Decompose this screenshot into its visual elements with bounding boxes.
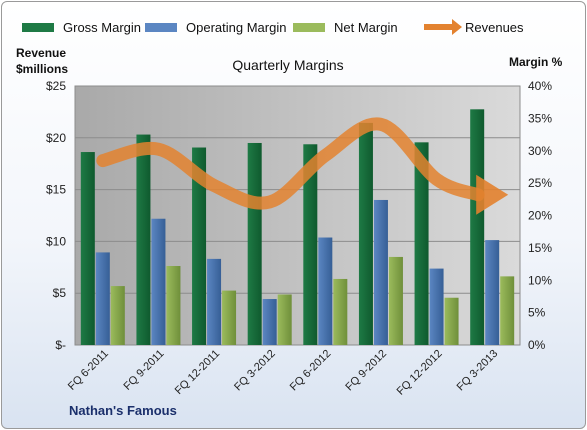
operating-margin-legend-swatch: [145, 23, 177, 32]
left-tick-label: $15: [46, 183, 66, 197]
net-margin-bar: [110, 286, 125, 345]
net-margin-bar: [444, 297, 459, 345]
revenues-arrowhead: [476, 174, 509, 215]
net-margin-bar: [222, 290, 237, 345]
operating-margin-bar: [429, 268, 444, 345]
revenues-legend-arrow: [452, 19, 462, 35]
left-tick-label: $5: [53, 286, 67, 300]
category-label: FQ 3-2013: [455, 348, 501, 394]
right-tick-label: 40%: [528, 79, 552, 93]
right-tick-label: 0%: [528, 338, 546, 352]
right-tick-label: 20%: [528, 209, 552, 223]
right-tick-label: 35%: [528, 111, 552, 125]
company-name: Nathan's Famous: [69, 403, 177, 418]
category-label: FQ 6-2012: [288, 348, 334, 394]
net-margin-bar: [388, 256, 403, 345]
category-label: FQ 6-2011: [66, 348, 111, 393]
gross-margin-bar: [192, 147, 207, 345]
category-label: FQ 12-2012: [395, 348, 445, 398]
right-tick-label: 15%: [528, 241, 552, 255]
operating-margin-bar: [262, 299, 277, 345]
gross-margin-bar: [414, 142, 429, 345]
right-tick-label: 25%: [528, 176, 552, 190]
net-margin-bar: [500, 276, 515, 345]
net-margin-legend-label: Net Margin: [334, 20, 398, 35]
category-label: FQ 12-2011: [173, 348, 222, 397]
gross-margin-legend-label: Gross Margin: [63, 20, 141, 35]
left-tick-label: $-: [55, 338, 66, 352]
right-tick-label: 5%: [528, 306, 546, 320]
category-label: FQ 3-2012: [232, 348, 278, 394]
right-tick-label: 10%: [528, 273, 552, 287]
revenues-legend-label: Revenues: [465, 20, 524, 35]
left-tick-label: $20: [46, 131, 66, 145]
gross-margin-bar: [247, 142, 262, 345]
gross-margin-bar: [358, 122, 373, 345]
gross-margin-bar: [303, 144, 318, 345]
right-tick-label: 30%: [528, 144, 552, 158]
left-tick-label: $10: [46, 234, 66, 248]
gross-margin-bar: [80, 152, 95, 345]
operating-margin-bar: [95, 252, 110, 345]
operating-margin-bar: [318, 237, 333, 345]
net-margin-legend-swatch: [293, 23, 325, 32]
chart-title: Quarterly Margins: [232, 57, 343, 73]
operating-margin-bar: [485, 240, 500, 345]
operating-margin-legend-label: Operating Margin: [186, 20, 286, 35]
left-tick-label: $25: [46, 79, 66, 93]
gross-margin-bar: [470, 109, 485, 345]
operating-margin-bar: [151, 218, 166, 345]
gross-margin-bar: [136, 134, 151, 345]
category-label: FQ 9-2011: [121, 348, 166, 393]
left-axis-title-line2: $millions: [16, 62, 68, 76]
left-axis-title-line1: Revenue: [16, 46, 66, 60]
net-margin-bar: [166, 266, 181, 345]
net-margin-bar: [333, 278, 348, 345]
operating-margin-bar: [207, 258, 222, 345]
gross-margin-legend-swatch: [22, 23, 54, 32]
net-margin-bar: [277, 294, 292, 345]
revenues-line: [96, 117, 485, 210]
plot-border: [74, 85, 521, 346]
right-axis-title: Margin %: [509, 55, 563, 69]
category-label: FQ 9-2012: [343, 348, 389, 394]
operating-margin-bar: [373, 199, 388, 345]
